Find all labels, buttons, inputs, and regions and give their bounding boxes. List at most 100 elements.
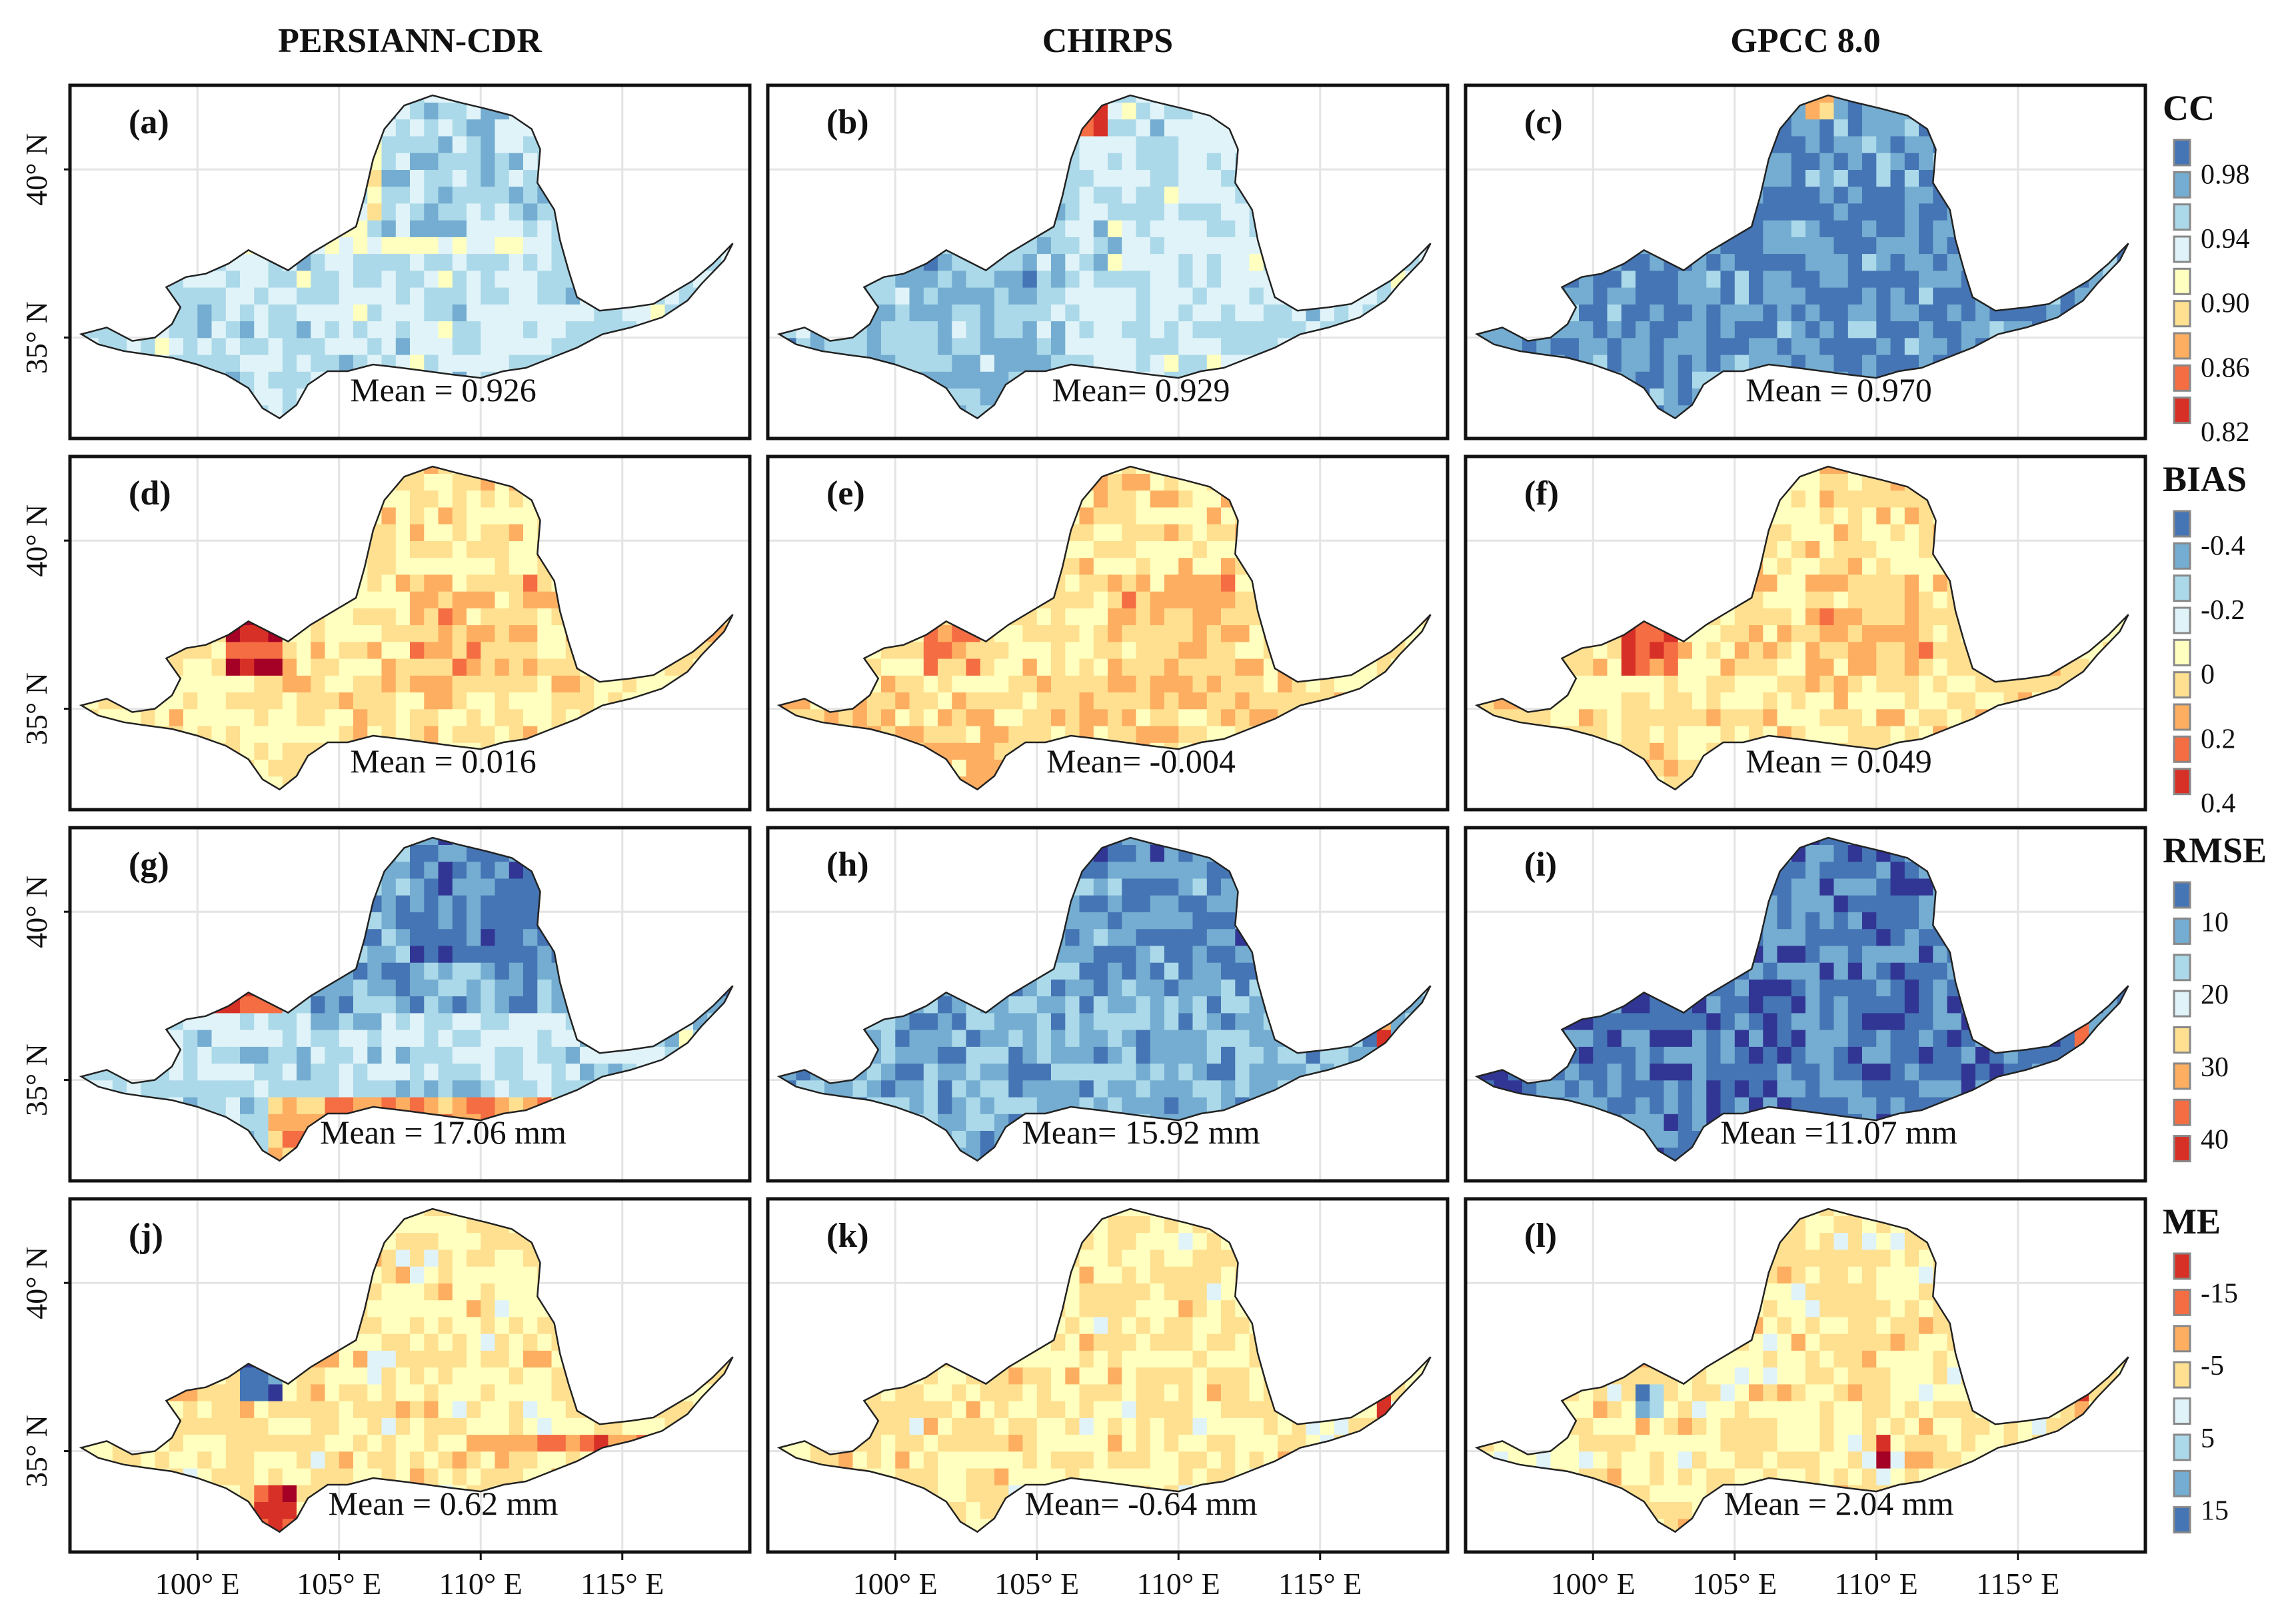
heat-cell [722,422,736,439]
heat-cell [112,574,127,592]
heat-cell [1093,321,1108,339]
heat-cell [966,524,981,541]
heat-cell [565,692,580,710]
heat-cell [693,422,708,439]
heat-cell [410,725,425,743]
heat-cell [636,237,652,255]
heat-cell [1376,253,1392,271]
heat-cell [608,304,623,322]
heat-cell [81,119,85,137]
heat-cell [1320,354,1335,372]
heat-cell [1692,219,1708,237]
heat-cell [481,675,496,693]
heat-cell [1320,169,1335,187]
heat-cell [1065,658,1080,676]
heat-cell [551,169,567,187]
heat-cell [254,466,269,474]
heat-cell [1593,422,1608,439]
heat-cell [2032,422,2047,439]
heat-cell [367,135,383,153]
heat-cell [608,388,623,406]
heat-cell [866,95,882,103]
heat-cell [1249,759,1264,777]
heat-cell [311,524,326,541]
heat-cell [240,624,255,642]
heat-cell [580,253,595,271]
heat-cell [339,473,354,491]
heat-cell [311,253,326,271]
heat-cell [1306,102,1321,120]
heat-cell [650,337,666,355]
heat-cell [966,219,981,237]
heat-cell [1862,203,1877,221]
heat-cell [183,219,199,237]
heat-cell [810,658,825,676]
heat-cell [1622,422,1636,439]
heat-cell [622,540,637,558]
heat-cell [1178,675,1194,693]
heat-cell [838,253,854,271]
heat-cell [339,203,354,221]
heat-cell [1480,287,1495,305]
heat-cell [1122,287,1137,305]
heat-cell [636,725,652,743]
heat-cell [1692,287,1708,305]
heat-cell [866,119,882,137]
heat-cell [1664,153,1679,170]
heat-cell [1249,557,1264,575]
heat-cell [155,466,170,474]
heat-cell [1093,304,1108,322]
heat-cell [838,776,854,790]
heat-cell [707,590,722,608]
heat-cell [481,608,496,626]
heat-cell [895,742,910,760]
heat-cell [495,422,510,439]
heat-cell [693,742,708,760]
heat-cell [1721,422,1735,439]
heat-cell [395,608,411,626]
heat-cell [1122,422,1136,439]
heat-cell [84,490,99,508]
heat-cell [824,95,840,103]
heat-cell [707,557,722,575]
heat-cell [112,557,127,575]
heat-cell [410,422,425,439]
heat-cell [1065,557,1080,575]
heat-cell [650,759,666,777]
heat-cell [509,608,524,626]
heat-cell [1178,793,1193,810]
heat-cell [636,524,652,541]
heat-cell [2017,119,2033,137]
heat-cell [923,574,938,592]
heat-cell [1278,253,1293,271]
heat-cell [1819,153,1835,170]
heat-cell [779,574,783,592]
heat-cell [1477,405,1481,418]
heat-cell [650,590,666,608]
heat-cell [1065,624,1080,642]
heat-cell [424,422,439,439]
heat-cell [980,658,995,676]
heat-cell [1292,759,1307,777]
heat-cell [1334,169,1350,187]
heat-cell [311,759,326,777]
heat-cell [796,590,811,608]
heat-cell [622,759,637,777]
heat-cell [838,186,854,204]
heat-cell [1975,371,1991,389]
heat-cell [381,169,397,187]
heat-cell [1235,203,1250,221]
heat-cell [211,219,227,237]
heat-cell [1348,776,1364,790]
heat-cell [424,675,439,693]
heat-cell [1749,169,1764,187]
heat-cell [1178,590,1194,608]
heat-cell [197,169,213,187]
heat-cell [1405,422,1420,439]
heat-cell [1678,304,1693,322]
heat-cell [112,186,127,204]
heat-cell [311,422,325,439]
heat-cell [1051,95,1066,103]
heat-cell [1819,321,1835,339]
heat-cell [1862,337,1877,355]
